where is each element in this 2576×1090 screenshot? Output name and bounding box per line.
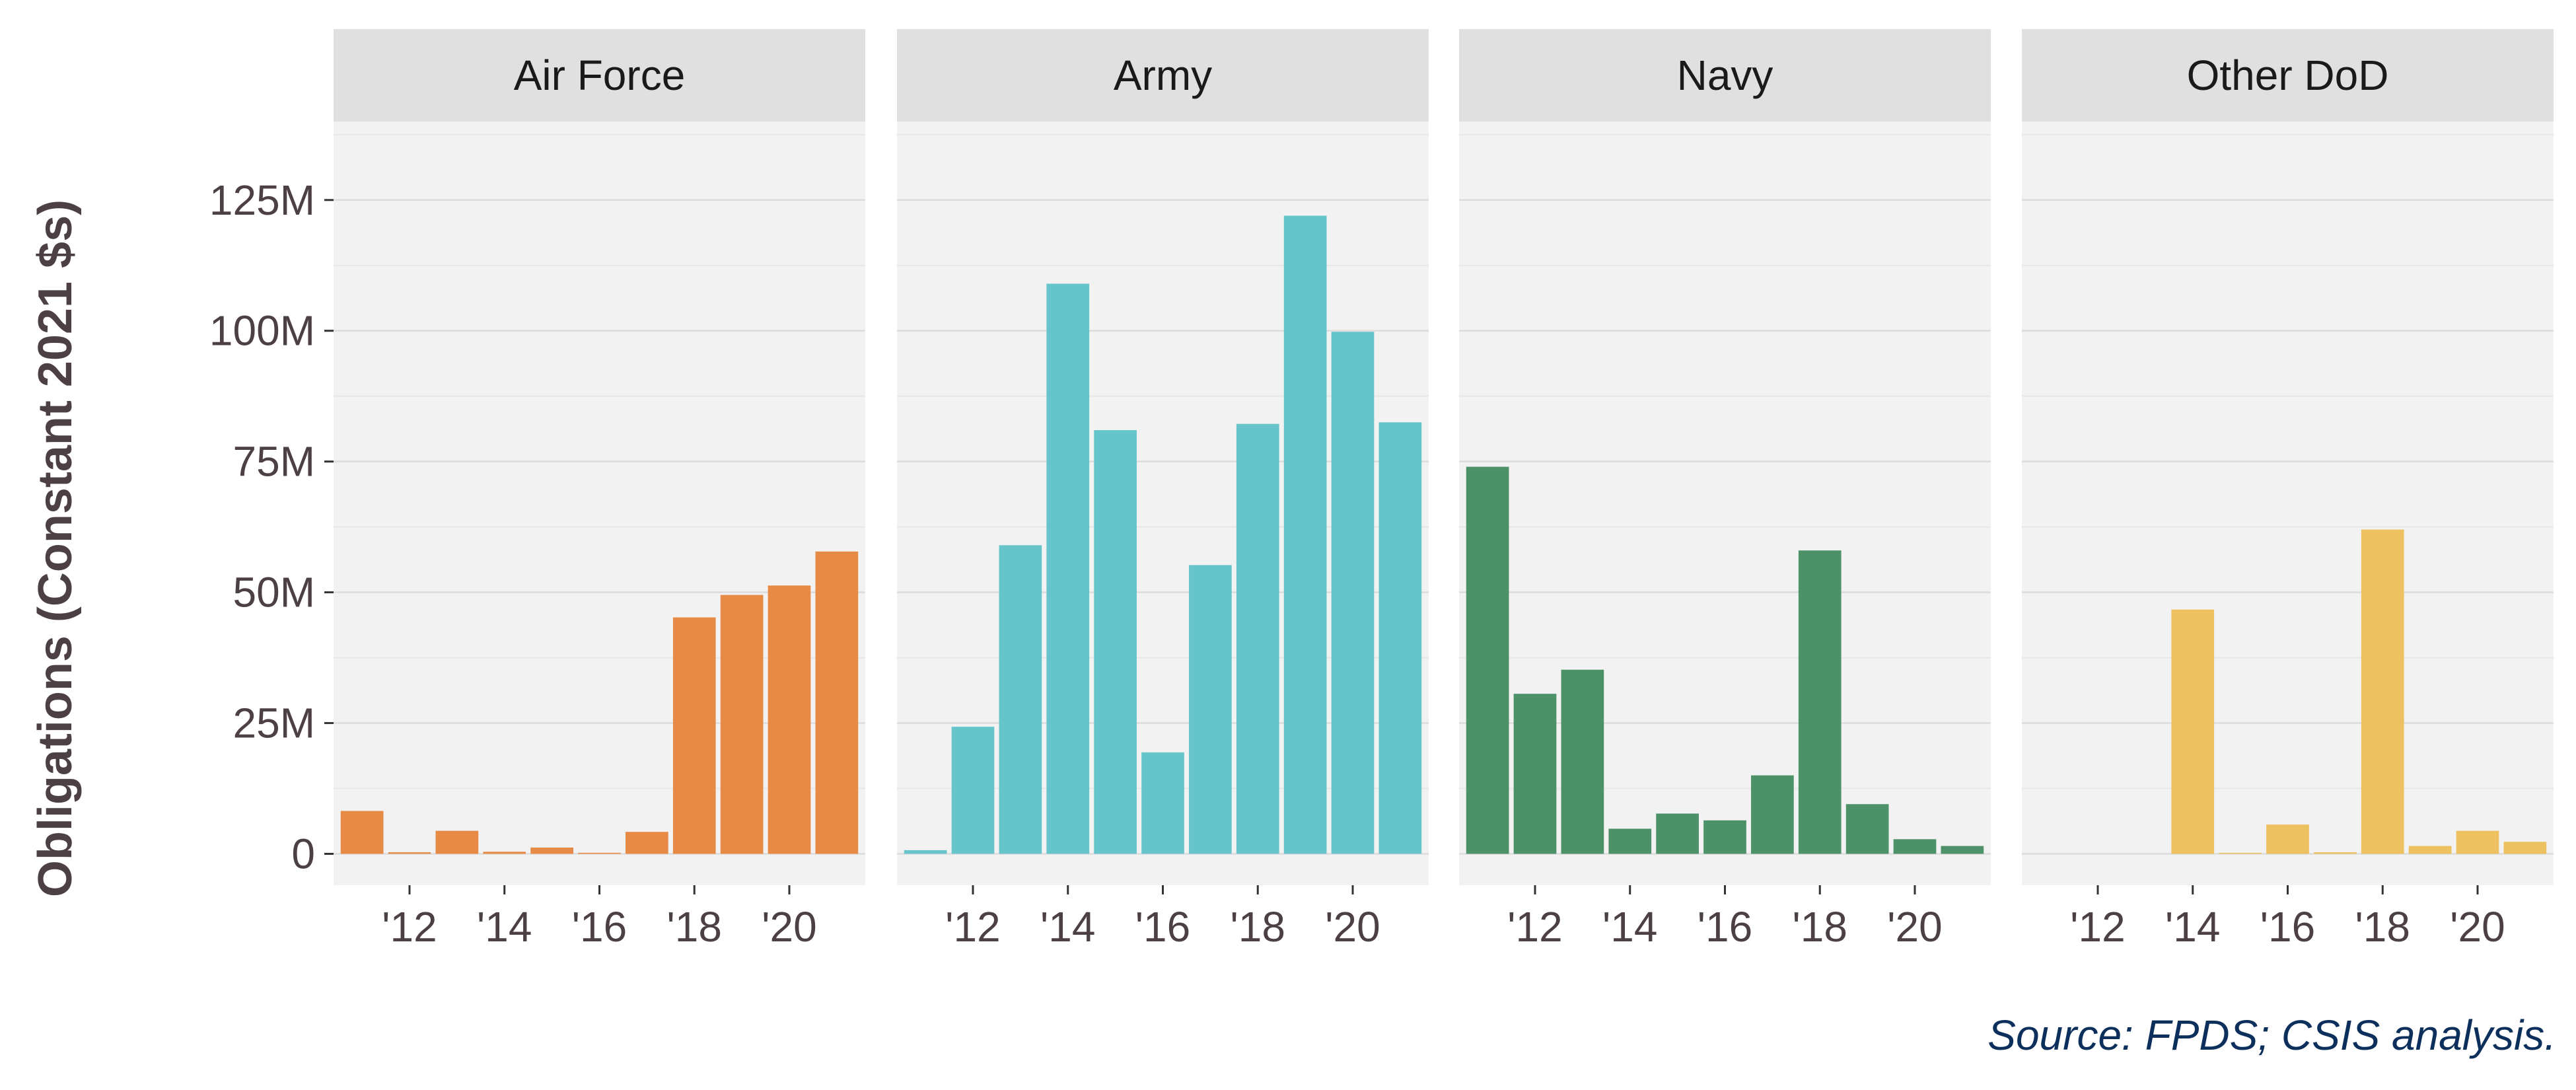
bar-2020 xyxy=(2456,830,2499,854)
bar-2015 xyxy=(1656,813,1699,854)
bar-2018 xyxy=(672,617,716,854)
panel-air-force: Air Force '12 '14 '16 '18 '20 xyxy=(334,29,865,951)
panels: 0 25M 50M 75M 100M 125M Air Force '12 '14 '16 '18 '… xyxy=(209,29,2554,951)
bar-2014 xyxy=(1608,828,1652,854)
x-tick-label: '18 xyxy=(667,903,722,951)
x-tick-label: '16 xyxy=(572,903,627,951)
facet-strip xyxy=(1459,29,1991,122)
bar-2017 xyxy=(1189,565,1232,854)
source-caption: Source: FPDS; CSIS analysis. xyxy=(1987,1011,2556,1059)
bar-2011 xyxy=(1466,466,1509,854)
bar-2020 xyxy=(1893,839,1937,854)
y-tick-label: 25M xyxy=(233,700,316,747)
panel-navy: Navy '12 '14 '16 '18 '20 xyxy=(1459,29,1991,951)
x-tick-label: '14 xyxy=(477,903,532,951)
y-tick-label: 0 xyxy=(291,830,315,877)
bar-2018 xyxy=(1236,423,1279,854)
x-tick-label: '14 xyxy=(1602,903,1657,951)
x-tick-label: '20 xyxy=(2450,903,2505,951)
x-tick-label: '18 xyxy=(2355,903,2410,951)
bar-2017 xyxy=(2314,852,2357,854)
x-tick-label: '20 xyxy=(762,903,816,951)
bar-2012 xyxy=(388,852,431,854)
bar-2019 xyxy=(2408,846,2452,854)
bar-2017 xyxy=(626,832,668,854)
bar-2017 xyxy=(1751,775,1794,854)
bar-2015 xyxy=(530,847,573,854)
bar-2018 xyxy=(2361,529,2404,854)
x-tick-label: '14 xyxy=(1040,903,1095,951)
x-tick-label: '14 xyxy=(2165,903,2220,951)
bar-2011 xyxy=(340,811,384,854)
x-tick-label: '16 xyxy=(1698,903,1752,951)
bar-2016 xyxy=(2266,824,2309,854)
x-tick-label: '20 xyxy=(1325,903,1380,951)
bar-2013 xyxy=(1561,669,1604,854)
bar-2021 xyxy=(815,551,859,854)
y-tick-label: 125M xyxy=(209,176,315,224)
facet-strip-label: Air Force xyxy=(514,52,686,99)
x-tick-label: '16 xyxy=(1135,903,1190,951)
bar-2019 xyxy=(720,595,764,854)
facet-strip-label: Navy xyxy=(1677,52,1773,99)
bar-2014 xyxy=(483,852,526,854)
bar-2021 xyxy=(2503,842,2547,854)
x-tick-label: '12 xyxy=(945,903,1000,951)
bar-2021 xyxy=(1941,846,1984,854)
bar-2014 xyxy=(2171,609,2215,854)
bar-2014 xyxy=(1046,283,1090,854)
panel-other-dod: Other DoD '12 '14 '16 '18 '20 xyxy=(2022,29,2554,951)
x-tick-label: '12 xyxy=(1507,903,1562,951)
y-tick-label: 75M xyxy=(233,438,316,486)
bar-2012 xyxy=(951,727,995,854)
bar-2013 xyxy=(999,545,1042,854)
panel-army: Army '12 '14 '16 '18 '20 xyxy=(897,29,1429,951)
facet-strip xyxy=(2022,29,2554,122)
facet-strip xyxy=(334,29,865,122)
y-tick-label: 50M xyxy=(233,569,316,616)
x-tick-label: '20 xyxy=(1887,903,1942,951)
panel-background xyxy=(2022,122,2554,885)
y-axis-title: Obligations (Constant 2021 $s) xyxy=(29,200,82,897)
bar-2012 xyxy=(1513,694,1557,854)
bar-2016 xyxy=(1141,752,1184,854)
bar-2016 xyxy=(1703,820,1746,854)
bar-2019 xyxy=(1845,804,1889,854)
y-axis: 0 25M 50M 75M 100M 125M xyxy=(209,176,334,877)
x-tick-label: '12 xyxy=(382,903,437,951)
bar-2019 xyxy=(1283,215,1327,854)
facet-strip xyxy=(897,29,1429,122)
bar-2016 xyxy=(578,852,621,854)
bar-2020 xyxy=(1331,332,1375,854)
bar-2011 xyxy=(904,850,947,854)
bar-2021 xyxy=(1378,422,1422,854)
facet-strip-label: Other DoD xyxy=(2187,52,2389,99)
x-tick-label: '18 xyxy=(1231,903,1285,951)
bar-2015 xyxy=(1094,430,1137,854)
x-tick-label: '18 xyxy=(1793,903,1847,951)
x-tick-label: '16 xyxy=(2260,903,2315,951)
bar-2018 xyxy=(1798,550,1842,854)
x-tick-label: '12 xyxy=(2070,903,2125,951)
y-tick-label: 100M xyxy=(209,307,315,355)
bar-2020 xyxy=(768,585,811,854)
bar-2013 xyxy=(435,830,479,854)
bar-2015 xyxy=(2219,852,2262,854)
facet-strip-label: Army xyxy=(1114,52,1212,99)
